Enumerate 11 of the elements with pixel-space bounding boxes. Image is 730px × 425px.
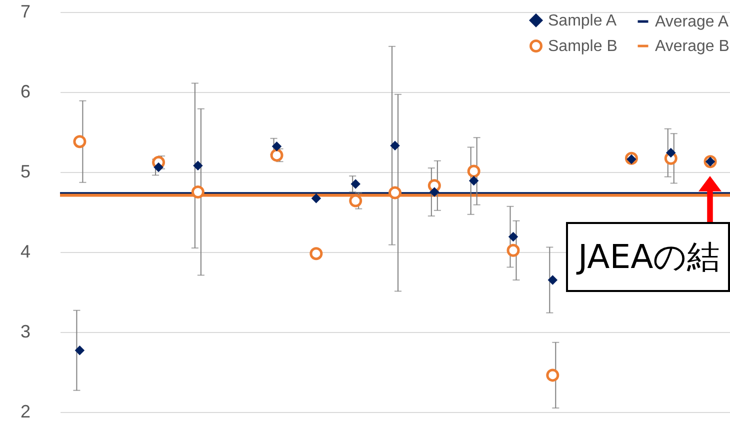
legend-label: Sample A xyxy=(548,12,617,30)
legend-label: Average A xyxy=(655,14,729,30)
legend-label: Sample B xyxy=(548,38,618,55)
legend-label: Average B xyxy=(655,38,730,55)
y-tick-label: 6 xyxy=(20,82,30,102)
annotation: JAEAの結 xyxy=(566,222,730,292)
y-tick-label: 5 xyxy=(20,162,30,182)
y-tick-label: 3 xyxy=(20,322,30,342)
y-tick-label: 2 xyxy=(20,402,30,422)
y-tick-label: 4 xyxy=(20,242,30,262)
y-tick-label: 7 xyxy=(20,2,30,22)
